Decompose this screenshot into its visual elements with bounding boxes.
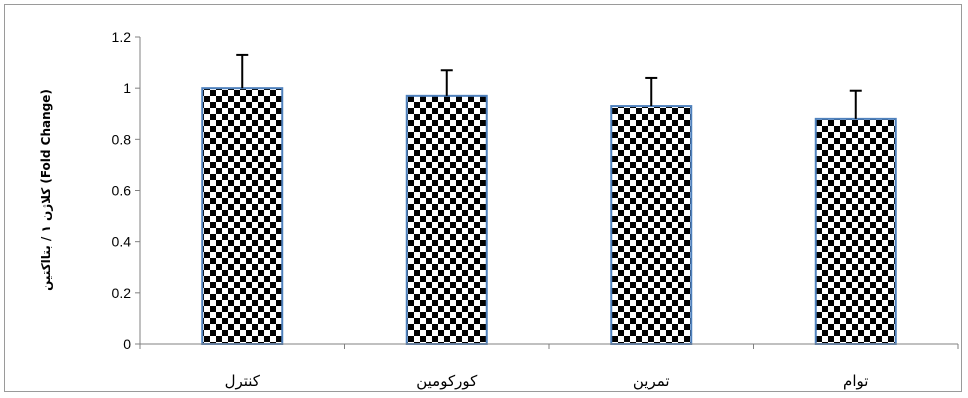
y-tick-label: 0.4 <box>112 234 132 250</box>
bar <box>201 87 284 345</box>
bar <box>610 105 693 345</box>
bars <box>201 53 897 346</box>
bar <box>814 117 897 345</box>
y-tick-label: 1 <box>123 80 131 96</box>
y-tick-label: 0.2 <box>112 285 132 301</box>
x-axis: کنترل کورکومین تمرین توام <box>139 343 959 390</box>
y-tick-label: 0.8 <box>112 131 132 147</box>
y-tick-label: 0 <box>123 336 131 352</box>
y-tick-label: 0.6 <box>112 183 132 199</box>
x-category-label: کنترل <box>225 372 261 390</box>
bar <box>405 94 488 346</box>
x-category-label: کورکومین <box>416 372 478 390</box>
x-category-label: توام <box>843 372 868 390</box>
x-category-label: تمرین <box>633 372 670 390</box>
y-tick-label: 1.2 <box>112 29 132 45</box>
y-axis: 0 0.2 0.4 0.6 0.8 1 1.2 <box>112 29 141 352</box>
y-axis-title: کلاژن ۱ / بتااکتین (Fold Change) <box>39 89 53 291</box>
